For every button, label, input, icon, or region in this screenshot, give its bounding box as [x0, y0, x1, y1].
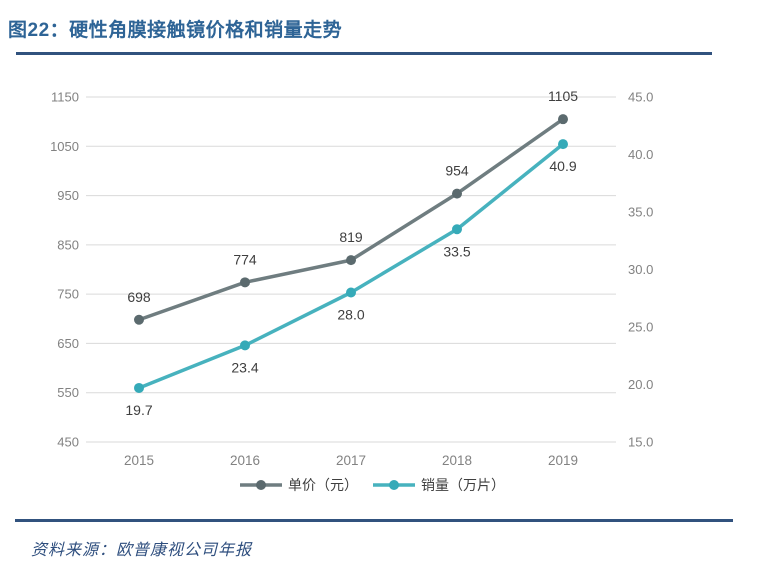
sales-data-point-marker	[558, 139, 568, 150]
y-axis-left-tick-label: 750	[57, 287, 79, 302]
source-note: 资料来源：欧普康视公司年报	[31, 542, 253, 559]
x-axis-tick-label: 2015	[124, 453, 154, 468]
legend-price-marker	[256, 480, 266, 490]
sales-data-label: 28.0	[337, 307, 364, 323]
sales-data-point-marker	[240, 340, 250, 351]
price-data-point-marker	[240, 277, 250, 288]
price-data-point-marker	[558, 114, 568, 125]
sales-data-label: 23.4	[231, 359, 258, 375]
footer-divider	[15, 519, 733, 522]
price-data-point-marker	[452, 188, 462, 199]
x-axis-tick-label: 2019	[548, 453, 578, 468]
sales-series-line	[137, 142, 565, 390]
price-data-label: 774	[233, 251, 257, 267]
sales-data-label: 19.7	[125, 402, 152, 418]
y-axis-right-tick-label: 45.0	[628, 90, 653, 105]
sales-data-point-marker	[134, 382, 144, 393]
price-data-label: 819	[339, 229, 363, 245]
price-data-label: 698	[127, 289, 151, 305]
y-axis-right-tick-label: 35.0	[628, 205, 653, 220]
legend-sales-marker	[389, 480, 399, 490]
legend-price-label: 单价（元）	[288, 477, 358, 493]
y-axis-left-tick-label: 1150	[51, 90, 79, 105]
y-axis-right-tick-label: 20.0	[628, 377, 653, 392]
y-axis-left-tick-label: 1050	[50, 139, 79, 154]
y-axis-left-tick-label: 650	[57, 336, 79, 351]
price-data-label: 954	[445, 163, 469, 179]
x-axis-tick-label: 2017	[336, 453, 366, 468]
x-axis-tick-label: 2016	[230, 453, 260, 468]
y-axis-right-tick-label: 15.0	[628, 435, 653, 450]
y-axis-right-tick-label: 30.0	[628, 262, 653, 277]
y-axis-left-tick-label: 550	[57, 385, 79, 400]
sales-data-label: 40.9	[549, 158, 576, 174]
y-axis-left-tick-label: 450	[57, 435, 79, 450]
legend-sales-label: 销量（万片）	[421, 477, 505, 493]
header-divider	[16, 52, 712, 55]
sales-data-point-marker	[346, 287, 356, 298]
y-axis-left-tick-label: 850	[57, 237, 79, 252]
x-axis-tick-label: 2018	[442, 453, 472, 468]
figure-title: 图22：硬性角膜接触镜价格和销量走势	[8, 20, 343, 41]
sales-data-point-marker	[452, 224, 462, 235]
y-axis-left-tick-label: 950	[57, 188, 79, 203]
y-axis-right-tick-label: 40.0	[628, 147, 653, 162]
y-axis-right-tick-label: 25.0	[628, 320, 653, 335]
sales-data-label: 33.5	[443, 243, 470, 259]
price-data-point-marker	[346, 255, 356, 266]
price-data-label: 1105	[548, 88, 578, 104]
price-data-point-marker	[134, 314, 144, 325]
